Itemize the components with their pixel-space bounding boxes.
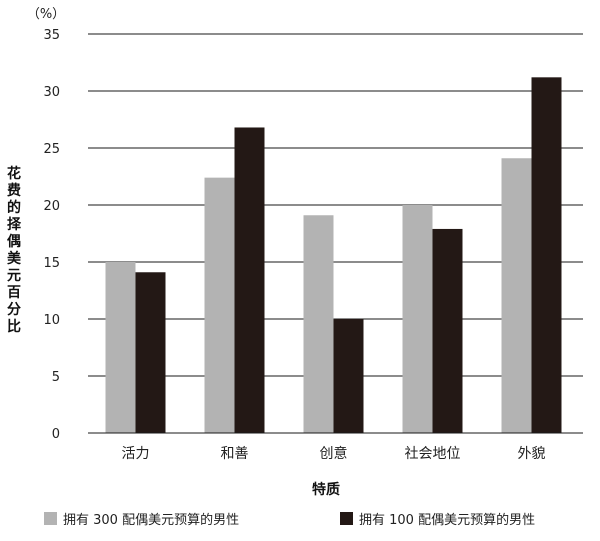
x-axis-title: 特质 — [312, 481, 340, 498]
category-labels: 活力 和善 创意 社会地位 外貌 — [122, 445, 546, 462]
y-axis-title: 花费的择偶美元百分比 — [7, 165, 22, 335]
bar-series1 — [501, 158, 532, 433]
bar-series2 — [333, 319, 364, 433]
x-tick-label: 社会地位 — [405, 446, 461, 462]
bar-series2 — [432, 228, 463, 433]
y-tick-label: 5 — [52, 370, 60, 385]
legend-swatch — [44, 512, 57, 525]
y-tick-label: 0 — [52, 427, 60, 442]
x-tick-label: 创意 — [320, 445, 348, 462]
bar-series2 — [531, 77, 562, 433]
y-tick-label: 35 — [43, 28, 60, 43]
legend: 拥有 300 配偶美元预算的男性 拥有 100 配偶美元预算的男性 — [44, 512, 535, 528]
bars — [88, 77, 583, 434]
y-tick-label: 10 — [43, 313, 60, 328]
legend-swatch — [340, 512, 353, 525]
bar-series1 — [105, 262, 136, 433]
legend-label: 拥有 100 配偶美元预算的男性 — [359, 512, 535, 528]
bar-series2 — [135, 272, 166, 433]
y-tick-labels: 0 5 10 15 20 25 30 35 — [43, 28, 60, 442]
y-tick-label: 15 — [43, 256, 60, 271]
y-tick-label: 20 — [43, 199, 60, 214]
legend-label: 拥有 300 配偶美元预算的男性 — [63, 512, 239, 528]
x-tick-label: 活力 — [122, 446, 150, 462]
bar-series1 — [402, 205, 433, 433]
bar-series1 — [303, 215, 334, 433]
bar-series2 — [234, 127, 265, 433]
x-tick-label: 和善 — [221, 446, 249, 462]
y-tick-label: 30 — [43, 85, 60, 100]
unit-label: （%） — [27, 7, 65, 22]
bar-series1 — [204, 177, 235, 433]
x-tick-label: 外貌 — [518, 446, 546, 462]
y-tick-label: 25 — [43, 142, 60, 157]
